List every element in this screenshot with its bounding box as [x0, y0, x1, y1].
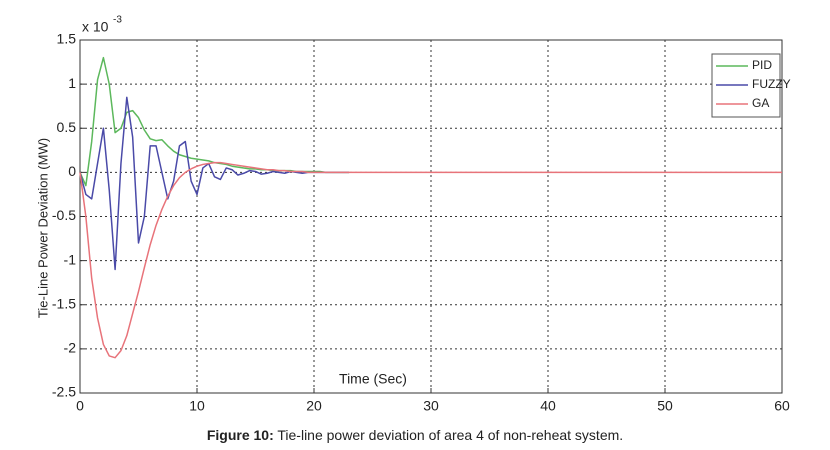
y-tick-label: -2	[64, 340, 77, 356]
y-tick-label: 0	[68, 163, 76, 179]
y-tick-label: -2.5	[52, 384, 76, 400]
y-axis-label: Tie-Line Power Deviation (MW)	[35, 138, 50, 318]
y-tick-label: -0.5	[52, 207, 76, 223]
x-axis-label: Time (Sec)	[339, 371, 407, 387]
y-tick-label: -1.5	[52, 295, 76, 311]
caption: Figure 10: Tie-line power deviation of a…	[207, 427, 623, 443]
y-tick-label: 0.5	[57, 119, 77, 135]
y-exponent: -3	[113, 15, 122, 26]
x-tick-label: 0	[76, 398, 84, 414]
y-tick-label: 1.5	[57, 31, 77, 47]
x-tick-label: 60	[774, 398, 790, 414]
legend-label: GA	[752, 96, 769, 110]
legend-label: PID	[752, 58, 772, 72]
caption-text: Tie-line power deviation of area 4 of no…	[277, 427, 623, 443]
x-tick-label: 50	[657, 398, 673, 414]
series-line	[79, 96, 350, 271]
y-tick-label: 1	[68, 75, 76, 91]
legend-label: FUZZY	[752, 77, 791, 91]
plot-frame	[79, 39, 783, 394]
x-tick-label: 10	[189, 398, 205, 414]
y-multiplier: x 10	[82, 19, 109, 35]
caption-label: Figure 10:	[207, 427, 274, 443]
x-tick-label: 40	[540, 398, 556, 414]
x-tick-label: 20	[306, 398, 322, 414]
x-tick-label: 30	[423, 398, 439, 414]
legend: PID FUZZY GA	[711, 53, 791, 118]
y-tick-label: -1	[64, 251, 77, 267]
series-line	[79, 161, 782, 359]
